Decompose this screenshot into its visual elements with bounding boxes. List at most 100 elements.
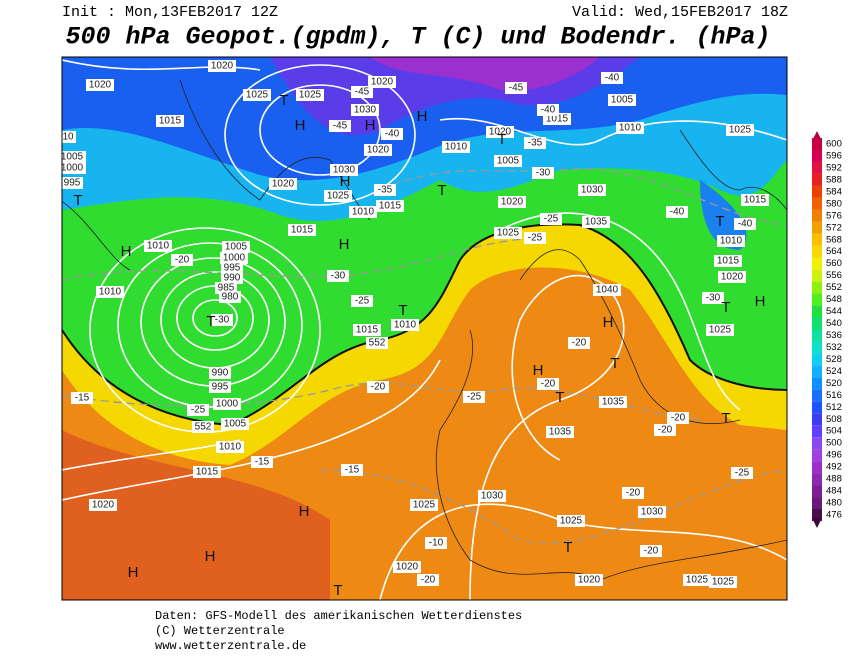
- scale-box: [812, 449, 822, 462]
- label-box: [718, 271, 746, 283]
- contour-label: 1015: [196, 467, 219, 478]
- scale-label: 492: [826, 462, 842, 473]
- pressure-center: H: [755, 293, 766, 310]
- label-box: [171, 254, 193, 266]
- contour-label: 1005: [225, 242, 248, 253]
- scale-label: 560: [826, 258, 842, 269]
- contour-label: 1015: [291, 225, 314, 236]
- scale-label: 536: [826, 330, 842, 341]
- contour-label: 1025: [560, 516, 583, 527]
- contour-label: -20: [421, 575, 436, 586]
- scale-label: 580: [826, 198, 842, 209]
- label-box: [216, 441, 244, 453]
- label-box: [208, 60, 236, 72]
- scale-label: 564: [826, 246, 842, 257]
- scale-box: [812, 149, 822, 162]
- contour-label: 1010: [352, 207, 375, 218]
- contour-label: 1000: [216, 399, 239, 410]
- label-box: [376, 200, 404, 212]
- scale-label: 520: [826, 378, 842, 389]
- scale-label: 592: [826, 162, 842, 173]
- label-box: [666, 206, 688, 218]
- contour-label: 1025: [299, 90, 322, 101]
- pressure-center: H: [365, 117, 376, 134]
- contour-label: -20: [175, 255, 190, 266]
- scale-box: [812, 365, 822, 378]
- footer-url: www.wetterzentrale.de: [155, 639, 306, 653]
- label-box: [706, 324, 734, 336]
- label-box: [546, 426, 574, 438]
- scale-box: [812, 509, 822, 521]
- scale-label: 532: [826, 342, 842, 353]
- contour-label: -20: [541, 379, 556, 390]
- label-box: [726, 124, 754, 136]
- label-box: [709, 576, 737, 588]
- contour-label: 995: [224, 263, 241, 274]
- label-box: [601, 72, 623, 84]
- contour-label: -20: [371, 382, 386, 393]
- label-box: [425, 537, 447, 549]
- contour-label: -20: [626, 488, 641, 499]
- scale-label: 516: [826, 390, 842, 401]
- label-box: [269, 178, 297, 190]
- pressure-center: H: [417, 108, 428, 125]
- scale-label: 548: [826, 294, 842, 305]
- label-box: [478, 490, 506, 502]
- label-box: [71, 392, 93, 404]
- label-box: [62, 131, 76, 143]
- label-box: [213, 398, 241, 410]
- label-box: [243, 89, 271, 101]
- scale-box: [812, 305, 822, 318]
- label-box: [351, 86, 373, 98]
- contour-label: 990: [224, 273, 241, 284]
- label-box: [410, 499, 438, 511]
- contour-label: 1040: [596, 285, 619, 296]
- label-box: [494, 227, 522, 239]
- label-box: [608, 94, 636, 106]
- label-box: [209, 381, 231, 393]
- pressure-center: H: [340, 173, 351, 190]
- scale-label: 544: [826, 306, 842, 317]
- contour-label: 1025: [729, 125, 752, 136]
- scale-box: [812, 233, 822, 246]
- label-box: [741, 194, 769, 206]
- contour-label: -40: [738, 219, 753, 230]
- contour-label: -25: [191, 405, 206, 416]
- label-box: [96, 286, 124, 298]
- contour-label: 1025: [327, 191, 350, 202]
- pressure-center: T: [563, 539, 572, 556]
- contour-label: 990: [212, 368, 229, 379]
- map-frame: [61, 56, 788, 601]
- label-box: [599, 396, 627, 408]
- label-box: [351, 295, 373, 307]
- pressure-center: T: [333, 582, 342, 599]
- contour-label: 1005: [611, 95, 634, 106]
- contour-label: -10: [429, 538, 444, 549]
- contour-label: 1025: [712, 577, 735, 588]
- label-box: [537, 104, 559, 116]
- scale-box: [812, 473, 822, 486]
- label-box: [463, 391, 485, 403]
- scale-box: [812, 209, 822, 222]
- contour-label: -30: [215, 315, 230, 326]
- label-box: [593, 284, 621, 296]
- pressure-center: H: [533, 362, 544, 379]
- scale-box: [812, 437, 822, 450]
- pressure-center: T: [279, 92, 288, 109]
- label-box: [714, 255, 742, 267]
- scale-label: 552: [826, 282, 842, 293]
- scale-label: 484: [826, 486, 842, 497]
- label-box: [575, 574, 603, 586]
- contour-label: 1030: [581, 185, 604, 196]
- label-box: [211, 314, 233, 326]
- contour-label: -35: [378, 185, 393, 196]
- label-box: [654, 424, 676, 436]
- contour-label: 1020: [371, 77, 394, 88]
- label-box: [89, 499, 117, 511]
- pressure-center: H: [299, 503, 310, 520]
- label-box: [374, 184, 396, 196]
- scale-box: [812, 197, 822, 210]
- contour-label: 1010: [99, 287, 122, 298]
- scale-box: [812, 185, 822, 198]
- footer-source: Daten: GFS-Modell des amerikanischen Wet…: [155, 609, 522, 623]
